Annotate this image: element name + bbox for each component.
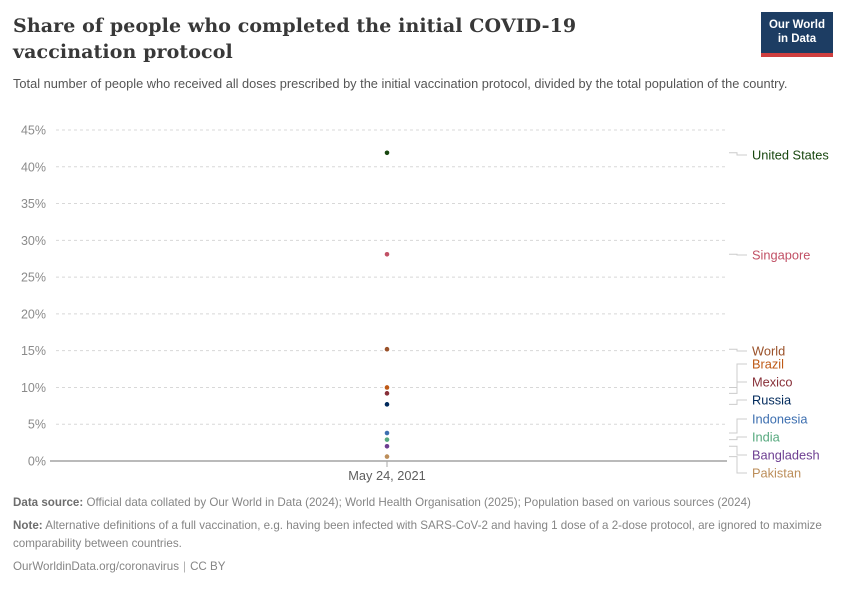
label-connector	[729, 418, 747, 434]
data-source-line: Data source: Official data collated by O…	[13, 494, 835, 511]
citation-separator: |	[183, 560, 187, 574]
entity-label[interactable]: Brazil	[752, 357, 784, 372]
label-connector	[729, 363, 747, 388]
license-label: CC BY	[190, 560, 226, 574]
label-connector	[729, 381, 747, 394]
label-connector	[729, 348, 747, 352]
y-axis-tick-label: 20%	[21, 307, 46, 321]
note-text: Alternative definitions of a full vaccin…	[13, 519, 822, 550]
data-point[interactable]	[384, 402, 390, 407]
note-line: Note: Alternative definitions of a full …	[13, 517, 835, 552]
data-source-label: Data source:	[13, 496, 84, 509]
entity-label[interactable]: World	[752, 344, 785, 359]
entity-label[interactable]: Indonesia	[752, 412, 808, 427]
owid-url-link[interactable]: OurWorldinData.org/coronavirus	[13, 560, 180, 574]
entity-label[interactable]: Russia	[752, 393, 792, 408]
label-connector	[729, 152, 747, 156]
owid-logo-line2: in Data	[777, 32, 817, 45]
chart-footer: Data source: Official data collated by O…	[13, 494, 835, 576]
owid-logo-line1: Our World	[768, 19, 825, 31]
y-axis-tick-label: 5%	[28, 418, 46, 432]
entity-label[interactable]: Singapore	[752, 248, 810, 263]
y-axis-tick-label: 45%	[21, 123, 46, 137]
page-title: Share of people who completed the initia…	[13, 15, 577, 64]
y-axis-tick-label: 35%	[21, 197, 46, 211]
owid-logo: Our World in Data	[760, 12, 833, 57]
label-connector	[729, 436, 747, 441]
data-point[interactable]	[384, 385, 390, 390]
data-point[interactable]	[384, 437, 390, 442]
citation-line: OurWorldinData.org/coronavirus | CC BY	[13, 558, 835, 575]
label-connector	[729, 253, 747, 256]
y-axis-tick-label: 40%	[21, 160, 46, 174]
label-connector	[729, 445, 747, 456]
note-label: Note:	[13, 519, 43, 533]
data-point[interactable]	[384, 346, 390, 352]
y-axis-tick-label: 25%	[21, 271, 46, 285]
entity-label[interactable]: Pakistan	[752, 466, 801, 481]
data-point[interactable]	[384, 430, 390, 436]
x-axis-label: May 24, 2021	[348, 468, 426, 483]
data-point[interactable]	[384, 150, 390, 156]
data-point[interactable]	[384, 443, 390, 449]
chart-subtitle: Total number of people who received all …	[13, 76, 788, 91]
entity-label[interactable]: United States	[752, 148, 829, 163]
entity-label[interactable]: India	[752, 430, 781, 445]
entity-label[interactable]: Mexico	[752, 375, 793, 390]
data-source-text: Official data collated by Our World in D…	[83, 496, 751, 509]
y-axis-tick-label: 30%	[21, 234, 46, 248]
data-point[interactable]	[384, 252, 390, 257]
data-point[interactable]	[384, 391, 390, 396]
y-axis-tick-label: 15%	[21, 344, 46, 358]
data-point[interactable]	[384, 454, 390, 459]
label-connector	[729, 399, 747, 405]
y-axis-tick-label: 10%	[21, 381, 46, 395]
y-axis-tick-label: 0%	[28, 455, 46, 469]
entity-label[interactable]: Bangladesh	[752, 448, 820, 463]
label-connector	[729, 456, 747, 474]
